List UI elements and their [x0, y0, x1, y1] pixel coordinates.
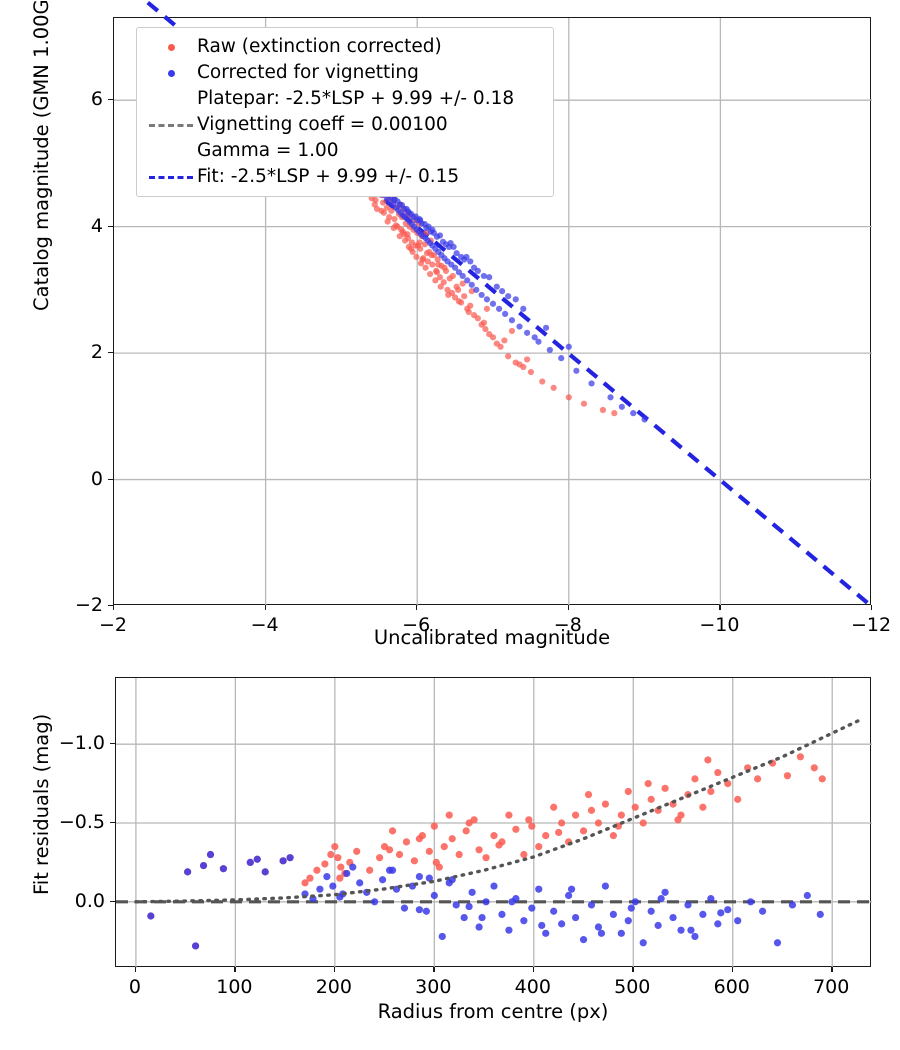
x-tick-mark — [433, 967, 435, 972]
legend-marker-dot — [167, 69, 175, 77]
x-tick-label: 0 — [128, 976, 141, 998]
series-points — [147, 753, 826, 950]
legend-label: Raw (extinction corrected) — [197, 35, 442, 57]
y-tick-mark — [108, 225, 113, 227]
series-points — [342, 160, 618, 417]
y-tick-label: −2 — [74, 594, 103, 616]
legend-entry: Raw (extinction corrected) — [145, 34, 544, 60]
legend-label: Fit: -2.5*LSP + 9.99 +/- 0.15 — [197, 165, 460, 187]
x-tick-mark — [567, 605, 570, 610]
y-tick-label: 2 — [90, 341, 103, 364]
y-tick-label: 0 — [90, 467, 103, 490]
legend-key-marker — [145, 69, 197, 77]
legend-label: Corrected for vignetting — [197, 61, 419, 83]
legend-label: Gamma = 1.00 — [197, 139, 339, 161]
legend-entry: Platepar: -2.5*LSP + 9.99 +/- 0.18 — [145, 86, 544, 112]
x-tick-mark — [234, 967, 236, 972]
x-tick-mark — [333, 967, 336, 972]
x-tick-mark — [264, 605, 266, 610]
x-tick-label: 200 — [315, 976, 352, 998]
legend-label: Platepar: -2.5*LSP + 9.99 +/- 0.18 — [197, 87, 515, 109]
x-tick-label: −8 — [553, 614, 582, 636]
x-tick-mark — [719, 605, 721, 610]
legend-marker-dot — [167, 43, 175, 51]
y-tick-mark — [110, 900, 115, 903]
y-tick-mark — [108, 352, 113, 354]
legend-key-line — [145, 175, 197, 179]
legend-label: Vignetting coeff = 0.00100 — [197, 113, 448, 135]
x-tick-label: 700 — [813, 976, 850, 998]
x-tick-mark — [134, 967, 137, 972]
legend-key-line — [145, 123, 197, 127]
y-tick-label: −0.5 — [58, 811, 105, 833]
calibration-y-axis-label: Catalog magnitude (GMN 1.00G) — [30, 0, 53, 311]
y-tick-label: 4 — [90, 214, 103, 237]
x-tick-label: −2 — [98, 614, 128, 636]
x-tick-mark — [731, 967, 734, 972]
x-tick-label: 100 — [216, 976, 253, 998]
x-tick-mark — [831, 967, 833, 972]
y-tick-mark — [108, 605, 113, 607]
x-tick-mark — [113, 605, 115, 610]
y-tick-label: 6 — [90, 88, 103, 111]
x-tick-mark — [532, 967, 535, 972]
series-points — [147, 850, 824, 950]
x-tick-label: −10 — [699, 614, 740, 636]
y-tick-mark — [108, 478, 113, 480]
x-tick-label: −4 — [250, 614, 279, 636]
legend-entry: Gamma = 1.00 — [145, 138, 544, 164]
legend-entry: Corrected for vignetting — [145, 60, 544, 86]
x-tick-label: −6 — [402, 614, 431, 636]
x-tick-mark — [632, 967, 634, 972]
y-tick-label: −1.0 — [58, 732, 105, 755]
residuals-plot-axes — [115, 677, 872, 968]
x-tick-label: 400 — [514, 976, 551, 998]
x-tick-label: 600 — [713, 976, 750, 998]
legend-marker-dashed-line — [149, 123, 193, 127]
y-tick-mark — [110, 743, 115, 745]
residuals-plot-canvas — [116, 678, 872, 968]
legend-entry: Vignetting coeff = 0.00100 — [145, 112, 544, 138]
residuals-x-axis-label: Radius from centre (px) — [377, 1000, 609, 1023]
y-tick-label: 0.0 — [74, 889, 105, 912]
x-tick-label: −12 — [850, 614, 892, 636]
x-tick-mark — [416, 605, 418, 610]
x-tick-mark — [871, 605, 873, 610]
legend-entry: Fit: -2.5*LSP + 9.99 +/- 0.15 — [145, 164, 544, 190]
legend-key-marker — [145, 43, 197, 51]
residuals-y-axis-label: Fit residuals (mag) — [30, 713, 53, 895]
calibration-x-axis-label: Uncalibrated magnitude — [373, 626, 611, 649]
x-tick-label: 500 — [614, 976, 651, 998]
y-tick-mark — [110, 822, 115, 824]
legend-marker-dashed-line — [149, 175, 193, 179]
x-tick-label: 300 — [415, 976, 452, 998]
calibration-legend: Raw (extinction corrected) Corrected for … — [136, 27, 554, 197]
y-tick-mark — [108, 99, 113, 101]
